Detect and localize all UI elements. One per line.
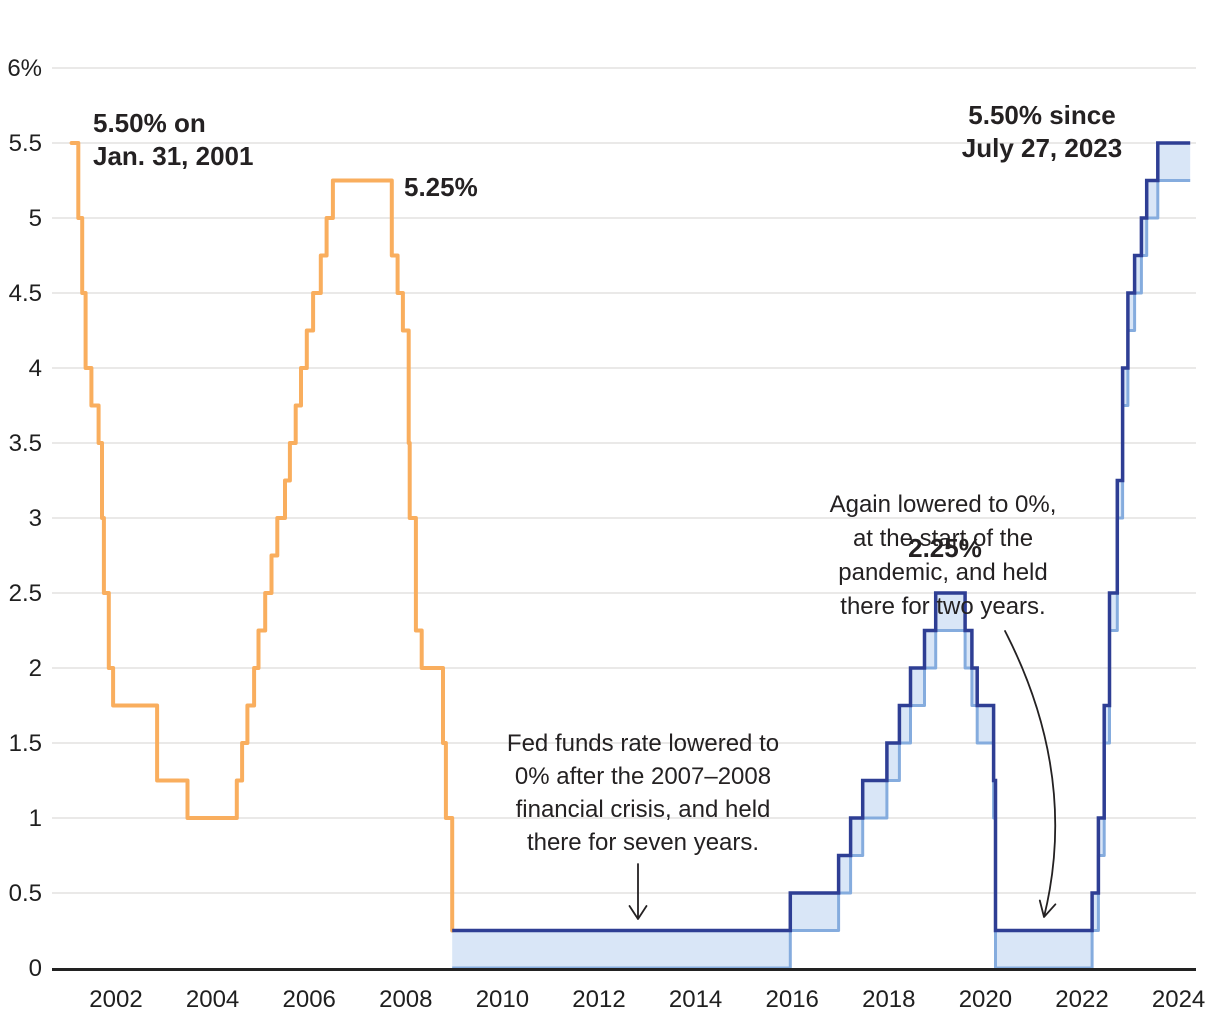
annotation-line: Again lowered to 0%, [829, 491, 1057, 518]
x-tick-label: 2004 [186, 986, 239, 1013]
annotation-start-rate: 5.50% on Jan. 31, 2001 [93, 107, 253, 173]
y-tick-label: 3.5 [9, 430, 42, 457]
annotation-line: Jan. 31, 2001 [93, 141, 254, 171]
target-rate-line-2001-2008 [69, 141, 455, 933]
annotation-line: there for seven years. [526, 829, 760, 856]
y-tick-label: 2 [29, 655, 42, 682]
down-arrow [628, 863, 648, 920]
annotation-line: 5.50% on [93, 108, 206, 138]
y-tick-label: 2.5 [9, 580, 42, 607]
y-tick-label: 0 [29, 955, 42, 982]
y-tick-label: 1 [29, 805, 42, 832]
x-tick-label: 2012 [572, 986, 625, 1013]
x-tick-label: 2022 [1055, 986, 1108, 1013]
annotation-peak-2006: 5.25% [404, 172, 478, 202]
annotation-line: at the start of the [852, 525, 1034, 552]
annotation-line: 0% after the 2007–2008 [514, 763, 772, 790]
annotation-gfc-note: Fed funds rate lowered to 0% after the 2… [468, 727, 818, 859]
annotation-line: 5.50% since [968, 100, 1116, 130]
annotation-line: Fed funds rate lowered to [506, 730, 780, 757]
y-tick-label: 6% [7, 55, 42, 82]
annotation-pandemic-note: Again lowered to 0%, at the start of the… [798, 488, 1088, 624]
annotation-line: there for two years. [840, 593, 1046, 620]
y-tick-label: 4.5 [9, 280, 42, 307]
x-tick-label: 2002 [89, 986, 142, 1013]
x-tick-label: 2018 [862, 986, 915, 1013]
y-tick-label: 3 [29, 505, 42, 532]
x-tick-label: 2020 [959, 986, 1012, 1013]
curved-arrow [1004, 630, 1057, 918]
y-tick-label: 4 [29, 355, 42, 382]
x-tick-label: 2024 [1152, 986, 1205, 1013]
x-tick-label: 2006 [283, 986, 336, 1013]
target-range-upper-line [452, 141, 1191, 933]
y-tick-label: 5.5 [9, 130, 42, 157]
y-tick-label: 0.5 [9, 880, 42, 907]
x-tick-label: 2010 [476, 986, 529, 1013]
annotation-line: financial crisis, and held [515, 796, 771, 823]
y-tick-label: 1.5 [9, 730, 42, 757]
y-tick-label: 5 [29, 205, 42, 232]
annotation-current-rate: 5.50% since July 27, 2023 [912, 99, 1172, 165]
x-tick-label: 2016 [766, 986, 819, 1013]
annotation-line: pandemic, and held [838, 559, 1048, 586]
annotation-line: July 27, 2023 [961, 133, 1123, 163]
x-tick-label: 2008 [379, 986, 432, 1013]
annotation-peak-2019: 2.25% [908, 533, 982, 563]
x-tick-label: 2014 [669, 986, 722, 1013]
